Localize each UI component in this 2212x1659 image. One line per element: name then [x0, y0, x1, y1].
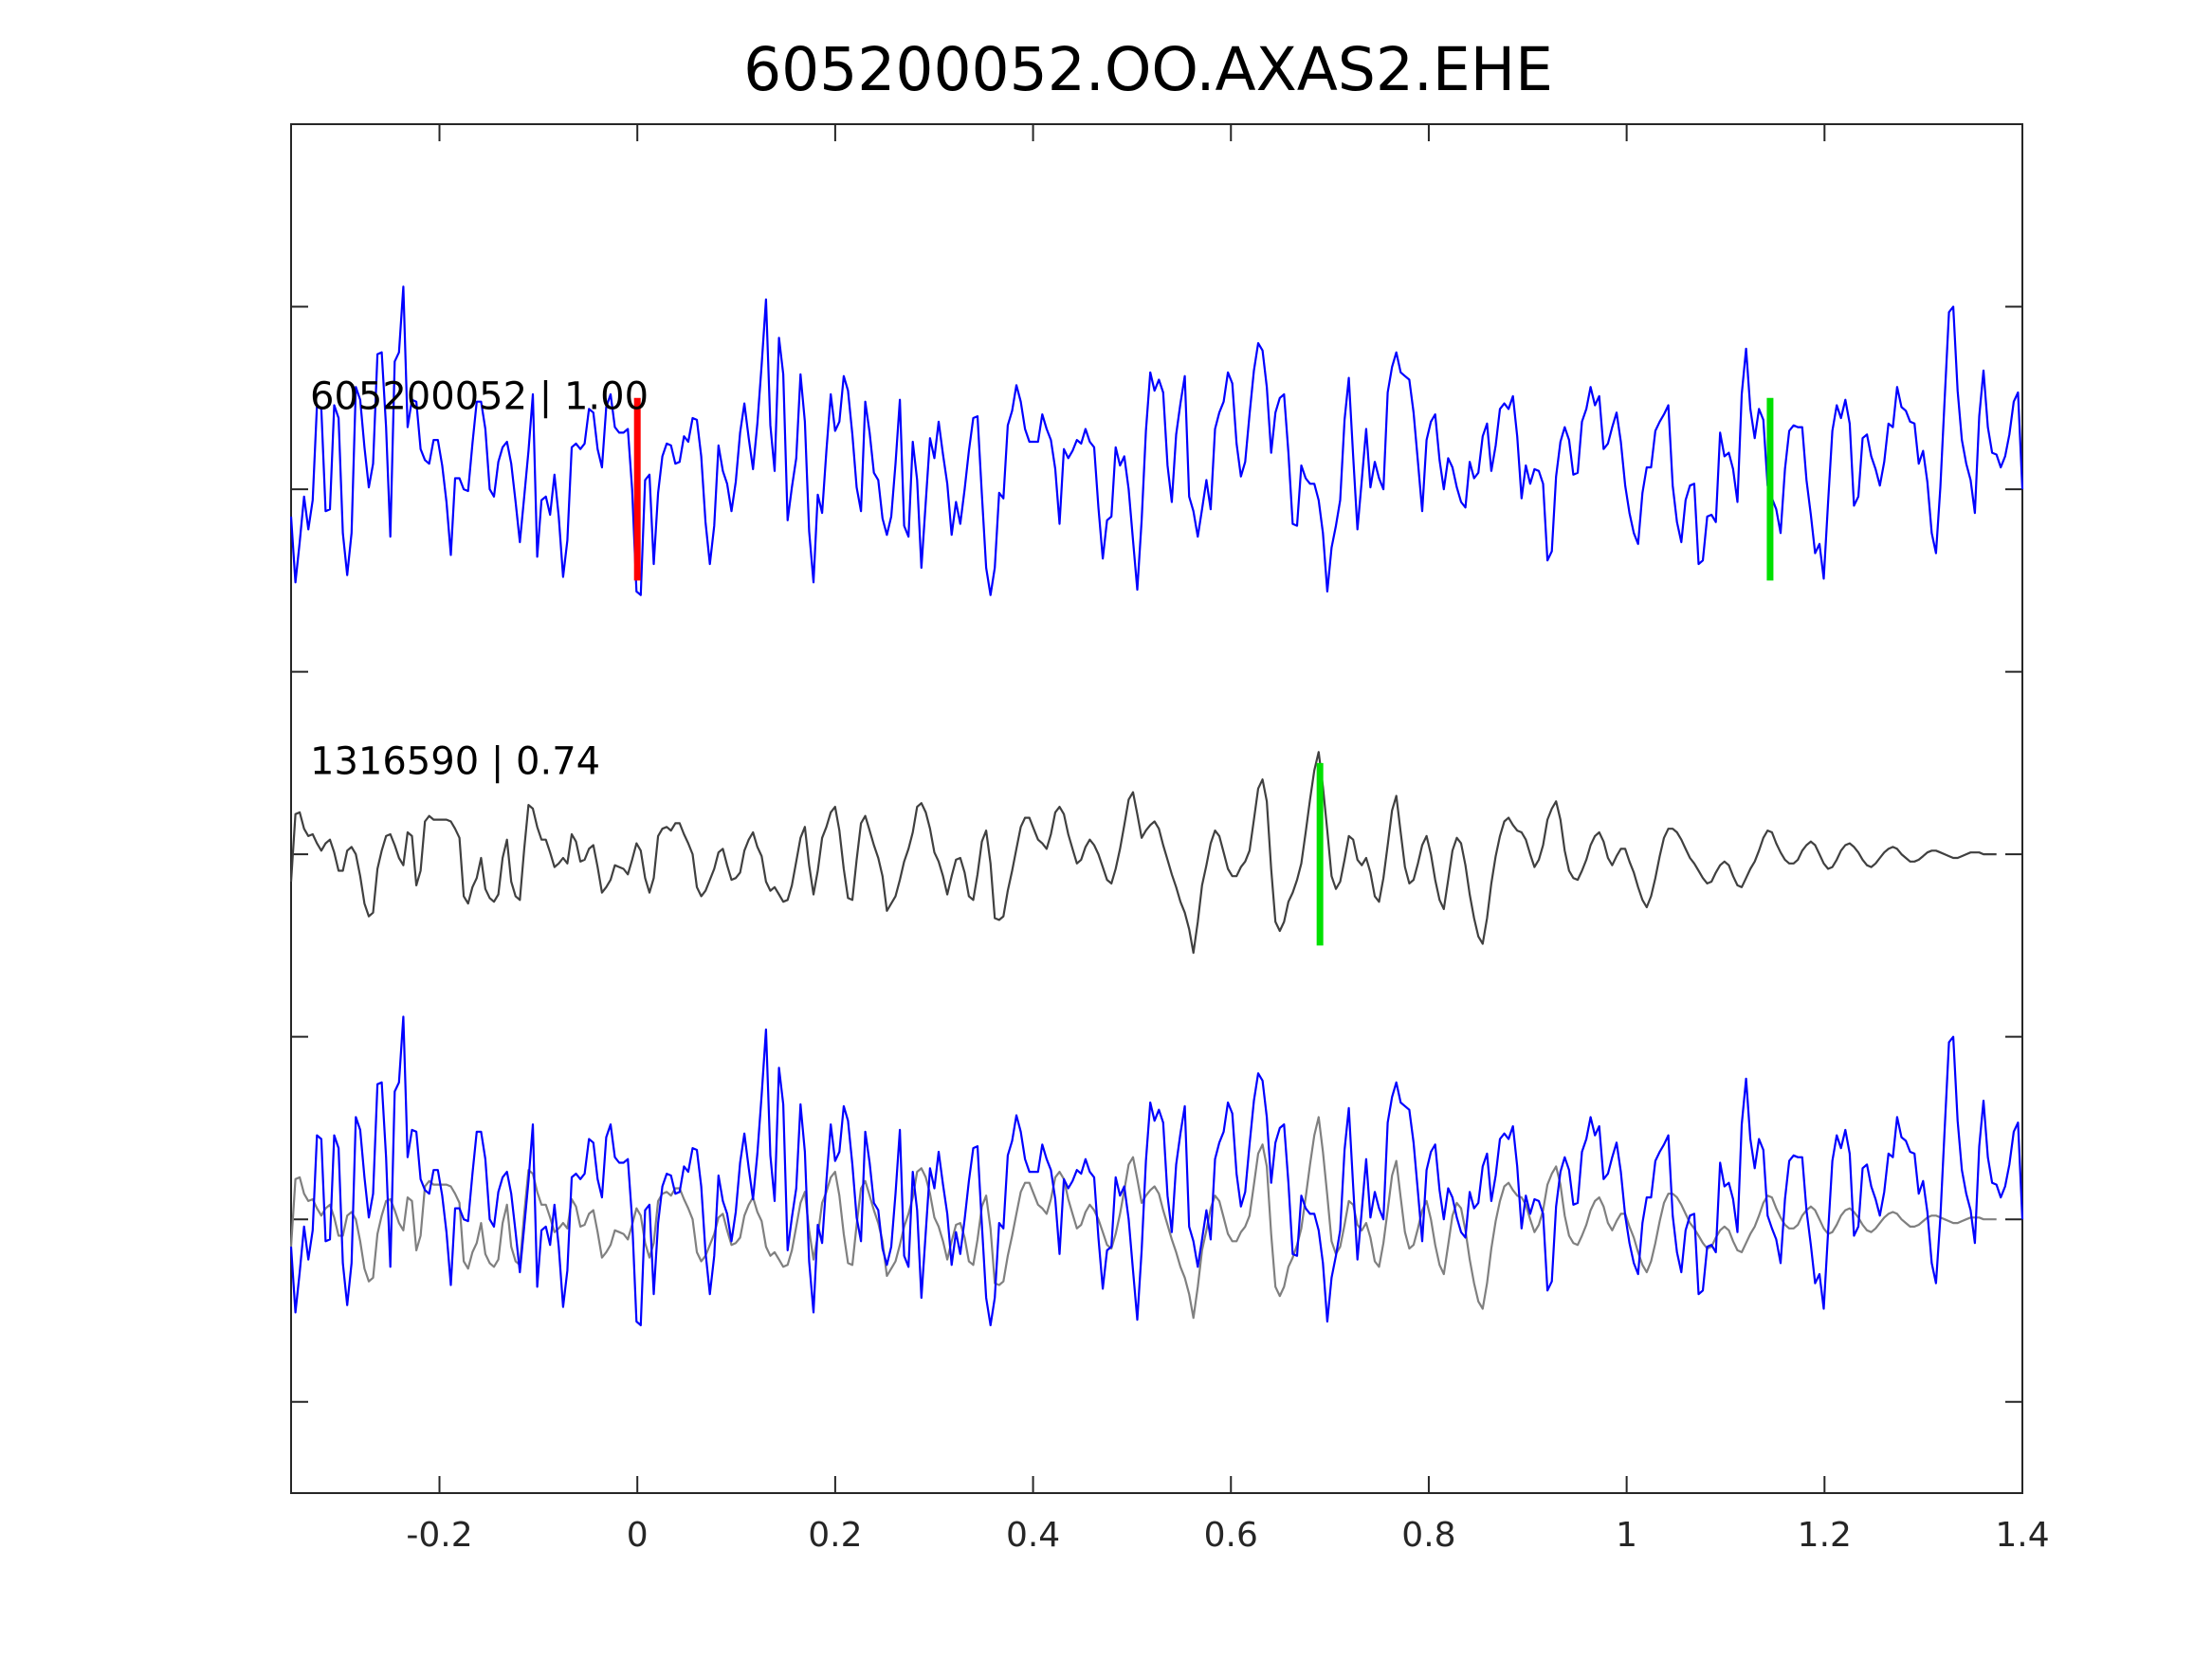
trace-labels: 605200052 | 1.00 1316590 | 0.74	[310, 374, 649, 783]
x-tick-label: 0	[627, 1516, 649, 1555]
trace-label: 1316590 | 0.74	[310, 739, 600, 783]
x-tick-label: -0.2	[406, 1516, 472, 1555]
traces	[289, 285, 2024, 955]
axis-ticks	[291, 124, 2023, 1493]
x-tick-label: 0.2	[808, 1516, 862, 1555]
x-tick-label: 0.4	[1006, 1516, 1060, 1555]
x-tick-label: 0.8	[1401, 1516, 1455, 1555]
overlay-line-605200052	[289, 1015, 2024, 1326]
chart-title: 605200052.OO.AXAS2.EHE	[743, 35, 1553, 104]
trace-label: 605200052 | 1.00	[310, 374, 649, 418]
phase-picks	[633, 397, 1774, 946]
x-tick-label: 0.6	[1204, 1516, 1258, 1555]
x-tick-label: 1.4	[1995, 1516, 2049, 1555]
trace-line-605200052	[289, 285, 2024, 596]
plot-frame	[290, 123, 2023, 1494]
x-tick-label: 1.2	[1798, 1516, 1852, 1555]
x-tick-labels: -0.2 0 0.2 0.4 0.6 0.8 1 1.2 1.4	[406, 1516, 2049, 1555]
x-tick-label: 1	[1616, 1516, 1637, 1555]
trace-line-1316590	[289, 751, 1997, 955]
overlay-traces	[289, 1015, 2024, 1326]
